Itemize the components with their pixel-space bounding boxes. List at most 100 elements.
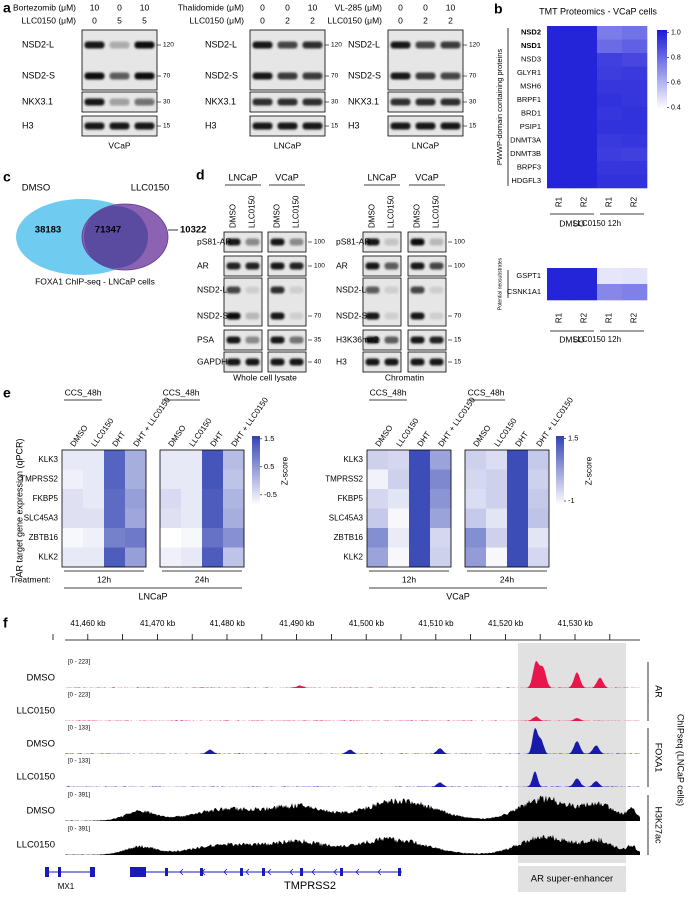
heatmap-cell [572,53,598,67]
colorbar-step [657,48,667,51]
heatmap-cell [622,66,648,81]
assay-label: ChIPseq (LNCaP cells) [676,714,686,806]
gene-label: TMPRSS2 [20,474,58,483]
gene-label: TMPRSS2 [325,474,363,483]
band [410,312,425,320]
colorbar-label: 0.5 [264,462,274,471]
heatmap-cell [507,489,529,509]
colorbar-step [556,484,564,487]
heatmap-cell [465,528,487,548]
band [289,358,304,366]
heatmap-cell [367,450,389,470]
colorbar-step [556,476,564,479]
colorbar-step [556,488,564,491]
blot-membrane [407,255,447,277]
heatmap-cell [367,508,389,529]
heatmap-cell [202,547,224,568]
band [390,41,411,49]
strand-arrow [267,868,272,876]
band [84,72,105,80]
colorbar-step [252,470,260,473]
band [226,358,241,366]
heatmap-cell [572,66,598,81]
band [289,286,304,294]
heatmap-cell [597,284,623,301]
blot-membrane [223,255,263,277]
mw-marker: 15 [454,337,462,344]
colorbar-step [556,500,564,503]
blot-membrane [267,329,307,351]
colorbar-step [252,458,260,461]
heatmap-cell [486,528,508,548]
signal-track [65,728,640,754]
heatmap-cell [572,80,598,94]
mw-marker: 15 [163,123,171,130]
heatmap-cell [486,547,508,568]
protein-label: NSD2-S [197,310,229,320]
track-range: [0 - 391] [68,827,90,833]
heatmap-cell [528,469,550,490]
band [226,312,241,320]
heatmap-cell [202,469,224,490]
heatmap-cell [622,147,648,162]
heatmap-cell [572,26,598,40]
colorbar-step [657,102,667,105]
track-label: LLC0150 [16,772,55,783]
colorbar-step [556,480,564,483]
protein-label: H3 [336,356,347,366]
panel-label: a [3,0,11,16]
colorbar-step [252,472,260,475]
treatment: LLC0150 [292,195,301,228]
heatmap-cell [83,508,105,529]
dose: 0 [398,2,403,12]
band [302,41,323,49]
colorbar-step [556,444,564,447]
coordinate: 41,490 kb [279,619,315,628]
protein-label: BRPF1 [517,95,541,104]
heatmap-cell [104,489,126,509]
band [252,122,273,130]
band [365,336,380,344]
protein-label: pS81-AR [336,236,371,246]
colorbar-step [556,482,564,485]
colorbar-step [556,470,564,473]
cell-line: VCaP [275,172,299,182]
heatmap-cell [104,469,126,490]
colorbar-step [556,496,564,499]
column-label: DMSO [68,424,89,449]
heatmap-cell [409,489,431,509]
dose: 0 [423,2,428,12]
colorbar-step [252,446,260,449]
heatmap-cell [597,39,623,54]
band [270,358,285,366]
heatmap-cell [528,547,550,568]
band [252,98,273,106]
colorbar-step [252,452,260,455]
dose: 0 [117,2,122,12]
colorbar-step [657,74,667,77]
treatment: LLC0150 [432,195,441,228]
heatmap-cell [547,161,573,175]
gene-label: SLC45A3 [329,513,364,522]
header: CCS_48h [65,387,102,397]
colorbar-step [252,486,260,489]
colorbar-step [556,464,564,467]
colorbar-step [657,40,667,43]
heatmap-cell [104,508,126,529]
heatmap-cell [388,450,410,470]
band [415,122,436,130]
colorbar-step [556,442,564,445]
column-label: DHT [110,430,127,449]
heatmap-cell [572,147,598,162]
heatmap-cell [367,528,389,548]
colorbar-step [556,454,564,457]
heatmap-cell [223,547,245,568]
band [245,336,260,344]
protein-label: NSD2-L [205,39,237,49]
panel-label: c [3,169,11,185]
colorbar-step [556,462,564,465]
treatment-label: LLC0150 (μM) [21,15,76,25]
strand-arrow [201,868,206,876]
protein-label: BRPF3 [517,163,541,172]
heatmap-cell [507,547,529,568]
